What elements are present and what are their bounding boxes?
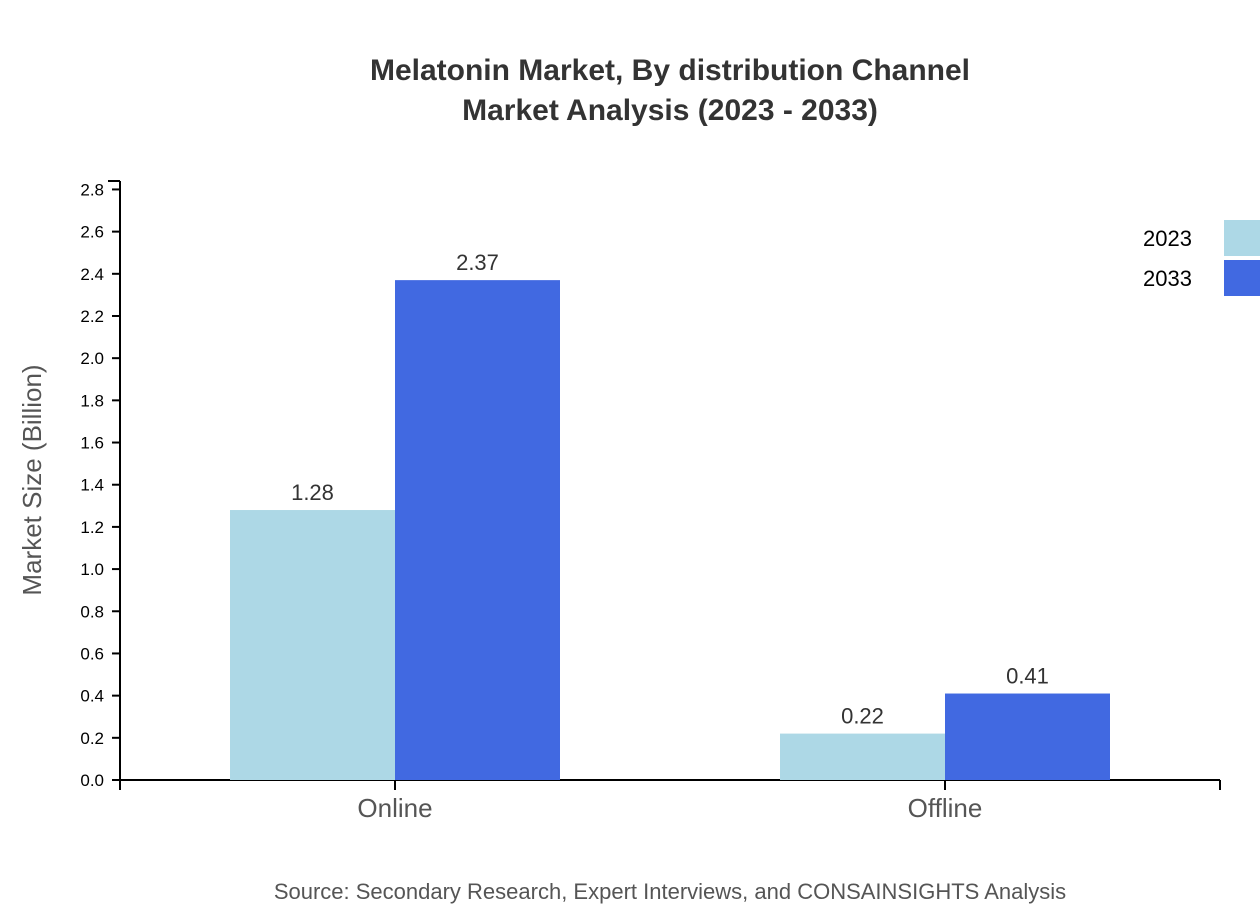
bars: 1.28 2.37 0.22 0.41 bbox=[230, 250, 1110, 780]
chart-title-line2: Market Analysis (2023 - 2033) bbox=[462, 94, 878, 127]
chart-title-line1: Melatonin Market, By distribution Channe… bbox=[370, 54, 970, 87]
legend: 2023 2033 bbox=[1143, 220, 1260, 296]
y-tick-label: 0.4 bbox=[80, 687, 104, 706]
y-axis: 0.0 0.2 0.4 0.6 0.8 1.0 1.2 1.4 1.6 1.8 2.0 2.2 2.4 2… bbox=[80, 180, 121, 790]
legend-swatch bbox=[1224, 260, 1260, 296]
legend-label: 2023 bbox=[1143, 226, 1192, 251]
y-tick-label: 1.2 bbox=[80, 518, 104, 537]
data-label: 0.22 bbox=[841, 704, 884, 729]
data-label: 0.41 bbox=[1006, 664, 1049, 689]
x-tick-label: Online bbox=[357, 793, 432, 823]
y-tick-label: 1.4 bbox=[80, 476, 104, 495]
bar-2033-online bbox=[395, 280, 560, 780]
source-note: Source: Secondary Research, Expert Inter… bbox=[274, 879, 1066, 904]
y-tick-label: 0.6 bbox=[80, 644, 104, 663]
bar-2033-offline bbox=[945, 693, 1110, 780]
data-label: 1.28 bbox=[291, 480, 334, 505]
y-tick-label: 0.0 bbox=[80, 771, 104, 790]
y-tick-label: 1.8 bbox=[80, 391, 104, 410]
y-tick-label: 0.2 bbox=[80, 729, 104, 748]
bar-2023-offline bbox=[780, 733, 945, 780]
y-tick-label: 1.6 bbox=[80, 434, 104, 453]
x-tick-label: Offline bbox=[908, 793, 983, 823]
y-tick-label: 2.0 bbox=[80, 349, 104, 368]
y-tick-label: 0.8 bbox=[80, 602, 104, 621]
legend-label: 2033 bbox=[1143, 266, 1192, 291]
bar-2023-online bbox=[230, 510, 395, 780]
y-axis-label: Market Size (Billion) bbox=[17, 364, 47, 595]
y-tick-label: 2.8 bbox=[80, 180, 104, 199]
y-tick-label: 2.4 bbox=[80, 265, 104, 284]
y-tick-label: 2.2 bbox=[80, 307, 104, 326]
y-tick-label: 2.6 bbox=[80, 223, 104, 242]
y-tick-label: 1.0 bbox=[80, 560, 104, 579]
legend-swatch bbox=[1224, 220, 1260, 256]
data-label: 2.37 bbox=[456, 250, 499, 275]
x-axis: Online Offline bbox=[119, 779, 1221, 823]
